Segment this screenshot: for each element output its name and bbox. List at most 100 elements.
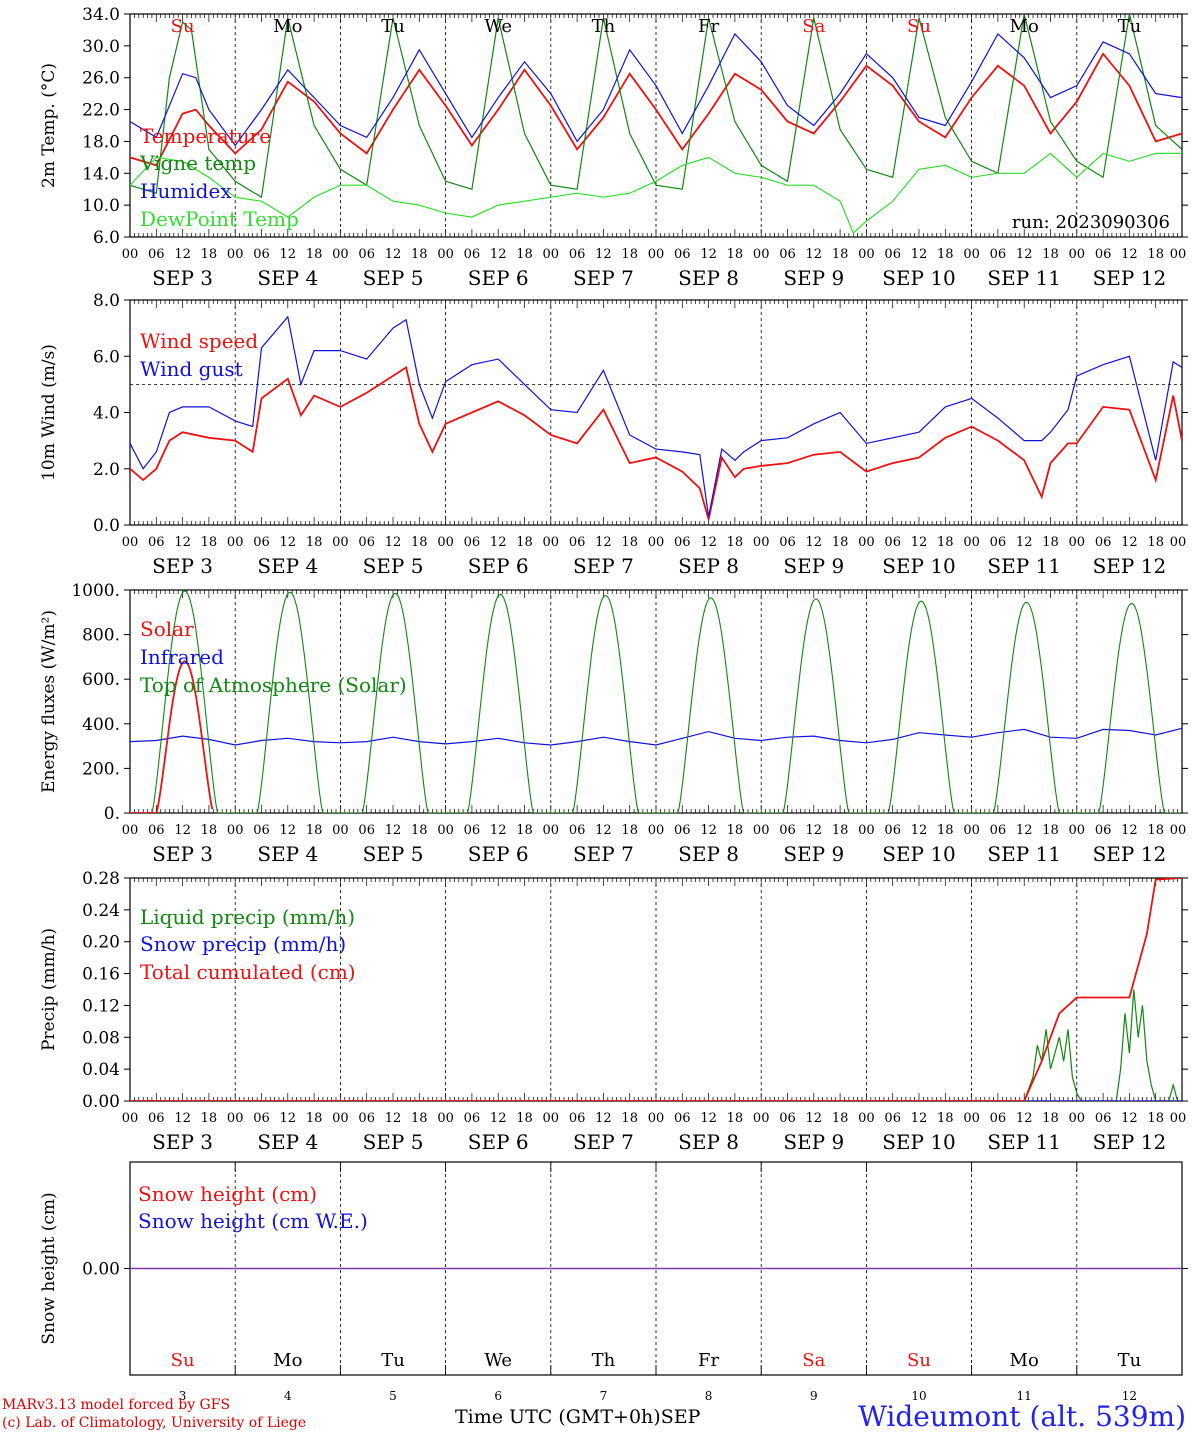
date-label: SEP 5 [363,842,424,866]
hour-label: 12 [490,823,507,838]
hour-label: 06 [884,1111,901,1126]
y-tick-label: 0.04 [82,1060,120,1080]
hour-label: 00 [1170,535,1187,550]
bottom-day-number: 10 [911,1389,926,1403]
legend-entry: Liquid precip (mm/h) [140,905,355,929]
hour-label: 06 [884,247,901,262]
hour-label: 06 [358,1111,375,1126]
hour-label: 12 [911,247,928,262]
hour-label: 18 [1147,247,1164,262]
hour-label: 18 [832,823,849,838]
hour-ticks [129,590,1183,813]
y-tick-label: 0.16 [82,965,120,985]
hour-label: 18 [306,823,323,838]
hour-label: 00 [858,247,875,262]
bottom-day-number: 3 [179,1389,187,1403]
hour-label: 06 [148,247,165,262]
hour-label: 00 [543,823,560,838]
hour-label: 00 [1069,247,1086,262]
hour-label: 06 [253,823,270,838]
hour-label: 06 [990,1111,1007,1126]
hour-label: 00 [753,823,770,838]
y-tick-label: 0.00 [82,1092,120,1112]
hour-label: 00 [648,1111,665,1126]
hour-label: 18 [621,535,638,550]
hour-label: 18 [621,247,638,262]
hour-label: 06 [674,823,691,838]
hour-label: 00 [963,1111,980,1126]
hour-label: 00 [437,823,454,838]
panel-frame [129,13,1183,238]
date-label: SEP 4 [257,842,318,866]
day-abbrev-top: Su [907,16,931,37]
hour-label: 18 [201,823,218,838]
legend-entry: Total cumulated (cm) [140,960,356,984]
y-tick-label: 8.0 [93,291,120,311]
day-abbrev-top: Su [171,16,195,37]
hour-label: 12 [490,247,507,262]
date-label: SEP 3 [152,554,213,578]
hour-label: 00 [1170,247,1187,262]
hour-label: 18 [1147,823,1164,838]
bottom-day-number: 8 [705,1389,713,1403]
date-label: SEP 6 [468,266,529,290]
time-axis-label: Time UTC (GMT+0h)SEP [455,1406,700,1428]
y-tick-label: 800. [82,626,120,646]
legend-entry: Snow precip (mm/h) [140,932,346,956]
legend-entry: Snow height (cm) [138,1182,317,1206]
hour-label: 00 [227,247,244,262]
hour-label: 06 [148,823,165,838]
hour-label: 00 [543,247,560,262]
legend-entry: Vigne temp [139,151,256,175]
hour-label: 18 [306,535,323,550]
y-tick-label: 0.0 [93,516,120,536]
hour-label: 18 [727,823,744,838]
hour-label: 12 [806,823,823,838]
hour-label: 12 [174,1111,191,1126]
hour-label: 00 [227,823,244,838]
hour-label: 18 [727,535,744,550]
hour-label: 06 [148,1111,165,1126]
legend-entry: Wind speed [140,329,258,353]
hour-label: 00 [858,1111,875,1126]
date-label: SEP 7 [573,266,634,290]
hour-label: 18 [411,823,428,838]
date-label: SEP 5 [363,554,424,578]
day-abbrev-bottom: Su [171,1350,195,1371]
hour-label: 06 [779,247,796,262]
hour-label: 12 [700,1111,717,1126]
footer-lab-credit: (c) Lab. of Climatology, University of L… [2,1415,307,1431]
y-tick-label: 18.0 [82,132,120,152]
hour-label: 12 [911,823,928,838]
date-label: SEP 10 [882,266,956,290]
day-abbrev-bottom: Su [907,1350,931,1371]
hour-label: 00 [1170,1111,1187,1126]
hour-label: 12 [1121,247,1138,262]
hour-label: 06 [464,823,481,838]
bottom-day-number: 5 [389,1389,397,1403]
hour-label: 06 [358,535,375,550]
y-tick-label: 14.0 [82,164,120,184]
hour-label: 18 [516,1111,533,1126]
legend-entry: Infrared [140,645,224,669]
hour-label: 18 [306,1111,323,1126]
hour-label: 00 [1069,823,1086,838]
legend-entry: Temperature [140,124,271,148]
hour-label: 18 [727,1111,744,1126]
date-label: SEP 12 [1093,842,1167,866]
hour-label: 06 [990,247,1007,262]
hour-ticks [129,878,1183,1101]
y-tick-label: 26.0 [82,69,120,89]
date-label: SEP 8 [678,554,739,578]
hour-label: 18 [1042,1111,1059,1126]
day-abbrev-bottom: Sa [802,1350,825,1371]
hour-label: 18 [201,247,218,262]
hour-label: 00 [858,823,875,838]
date-label: SEP 5 [363,1130,424,1154]
legend-entry: DewPoint Temp [140,207,299,231]
date-label: SEP 9 [783,842,844,866]
y-tick-label: 600. [82,670,120,690]
y-tick-label: 2.0 [93,460,120,480]
hour-label: 12 [385,247,402,262]
hour-label: 00 [648,247,665,262]
